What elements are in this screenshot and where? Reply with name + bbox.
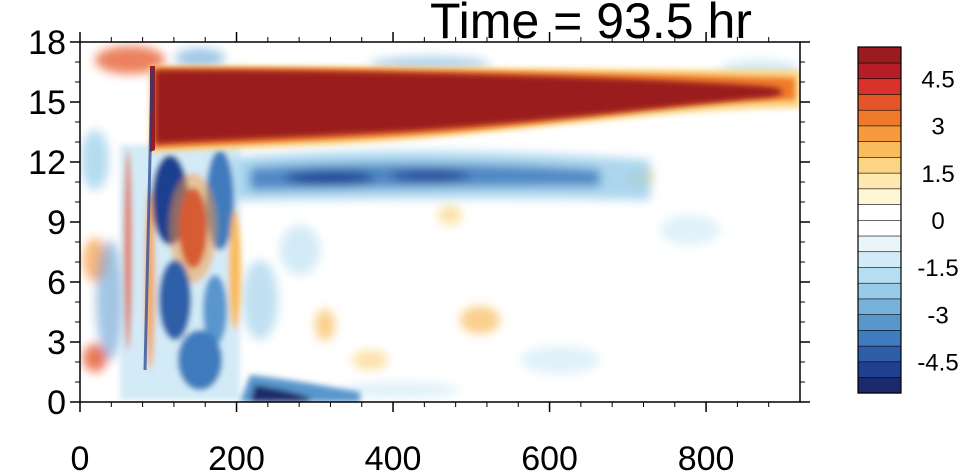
colorbar-label: 0	[931, 208, 944, 235]
blob	[83, 344, 107, 372]
jet-core	[155, 70, 783, 144]
colorbar-label: -4.5	[917, 350, 958, 377]
turb-blue	[178, 330, 222, 390]
y-tick-label: 15	[28, 84, 66, 122]
turb-blue	[159, 260, 191, 340]
blob	[438, 205, 462, 225]
x-tick-label: 600	[521, 440, 578, 473]
colorbar-swatch	[857, 329, 902, 347]
turb-orange	[229, 210, 241, 330]
colorbar: 4.5 3 1.5 0 -1.5 -3 -4.5	[857, 46, 959, 394]
colorbar-swatch	[857, 141, 902, 158]
y-tick-label: 6	[47, 264, 66, 302]
colorbar-swatch	[857, 376, 902, 394]
x-tick-label: 800	[678, 440, 735, 473]
colorbar-label: -3	[927, 302, 948, 329]
y-tick-label: 12	[28, 144, 66, 182]
colorbar-label: 4.5	[921, 66, 954, 93]
x-axis: 0 200 400 600 800	[71, 32, 770, 473]
colorbar-swatch	[857, 62, 902, 80]
colorbar-swatch	[857, 203, 902, 221]
colorbar-swatch	[857, 251, 902, 268]
surface-blue	[240, 375, 360, 402]
colorbar-swatch	[857, 219, 902, 237]
colorbar-frame	[857, 46, 902, 394]
colorbar-swatch	[857, 314, 902, 331]
blob	[315, 309, 335, 341]
blob	[96, 240, 124, 360]
surface-blue-core	[250, 385, 310, 402]
colorbar-swatch	[857, 282, 902, 300]
colorbar-swatch	[857, 298, 902, 315]
blue-band-core	[285, 171, 375, 185]
colorbar-label: -1.5	[917, 255, 958, 282]
y-tick-label: 3	[47, 324, 66, 362]
colorbar-swatch	[857, 46, 902, 64]
turb-orange	[124, 150, 132, 350]
y-tick-label: 18	[28, 24, 66, 62]
blob	[280, 225, 320, 275]
y-axis: 0 3 6 9 12 15 18	[28, 24, 810, 422]
colorbar-swatch	[857, 266, 902, 284]
x-tick-label: 0	[71, 440, 90, 473]
blob	[352, 350, 388, 370]
field-layer	[81, 46, 800, 402]
colorbar-swatch	[857, 78, 902, 95]
turb-blue	[203, 275, 227, 345]
blue-band-core	[390, 170, 470, 182]
colorbar-swatch	[857, 109, 902, 127]
lower-blue-band	[230, 151, 650, 200]
blob	[340, 382, 460, 398]
blob	[81, 130, 109, 190]
jet-band	[150, 66, 800, 152]
x-tick-label: 400	[365, 440, 422, 473]
colorbar-swatch	[857, 188, 902, 205]
colorbar-label: 1.5	[921, 161, 954, 188]
y-tick-label: 0	[47, 384, 66, 422]
blob	[95, 46, 165, 74]
turb-orange	[169, 173, 217, 283]
colorbar-swatch	[857, 235, 902, 253]
colorbar-swatch	[857, 156, 902, 174]
blob	[660, 215, 720, 245]
colorbar-swatch	[857, 93, 902, 111]
colorbar-swatch	[857, 345, 902, 363]
colorbar-label: 3	[931, 114, 944, 141]
turbulent-region	[120, 145, 241, 400]
noise-blobs	[81, 46, 800, 398]
colorbar-swatch	[857, 172, 902, 190]
colorbar-swatch	[857, 361, 902, 378]
blob	[460, 306, 500, 334]
colorbar-swatch	[857, 125, 902, 142]
blob	[520, 346, 600, 374]
jet-front-line	[143, 69, 154, 371]
y-tick-label: 9	[47, 204, 66, 242]
blob	[175, 48, 225, 68]
blob	[242, 260, 278, 340]
x-tick-label: 200	[208, 440, 265, 473]
chart-title: Time = 93.5 hr	[430, 0, 752, 49]
